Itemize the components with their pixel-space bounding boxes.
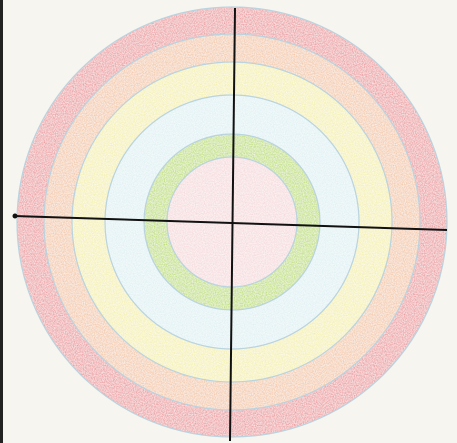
outline: [43, 33, 421, 411]
outline: [16, 6, 448, 438]
axis-end: [12, 213, 18, 219]
edge: [0, 0, 3, 443]
horizontal-axis: [13, 215, 448, 231]
outline: [71, 61, 393, 383]
vertical-axis: [229, 7, 236, 442]
